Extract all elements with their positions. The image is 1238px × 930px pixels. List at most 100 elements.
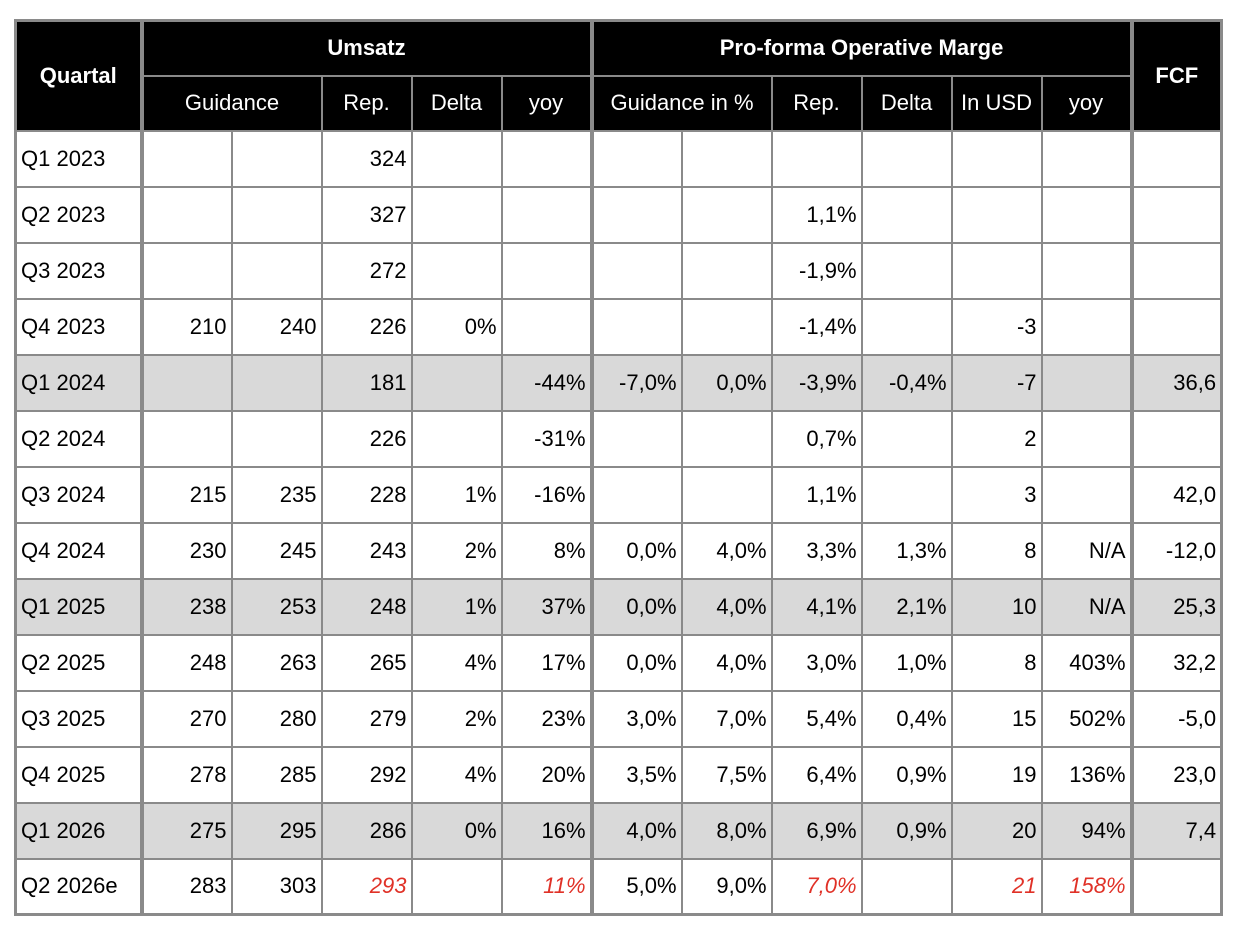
value-cell [410,241,503,300]
value-cell: 7,0% [770,857,863,916]
value-cell: 9,0% [680,857,773,916]
value-cell: 0,9% [860,745,953,804]
value-cell: 4% [410,745,503,804]
value-cell: 263 [230,633,323,692]
data-table: Quartal Umsatz Pro-forma Operative Marge… [14,19,1224,916]
value-cell: 2% [410,521,503,580]
value-cell: 3,5% [590,745,683,804]
value-cell: 158% [1040,857,1134,916]
value-cell [680,465,773,524]
value-cell [1040,185,1134,244]
value-cell: -5,0 [1130,689,1223,748]
value-cell [860,129,953,188]
value-cell [410,185,503,244]
value-cell: 2 [950,409,1043,468]
value-cell [140,185,233,244]
value-cell: 1% [410,577,503,636]
value-cell: 1% [410,465,503,524]
value-cell: 248 [320,577,413,636]
value-cell: 4% [410,633,503,692]
quarter-cell: Q4 2023 [14,297,144,356]
value-cell: -7 [950,353,1043,412]
quarter-cell: Q1 2026 [14,801,144,860]
value-cell: 8 [950,633,1043,692]
value-cell [1040,353,1134,412]
value-cell: 240 [230,297,323,356]
value-cell: 324 [320,129,413,188]
value-cell: 272 [320,241,413,300]
value-cell [1130,857,1223,916]
value-cell: 3,0% [770,633,863,692]
value-cell [680,241,773,300]
table-row: Q3 2023 272 -1,9% [14,241,1223,300]
value-cell: 20% [500,745,594,804]
value-cell: 10 [950,577,1043,636]
value-cell: 283 [140,857,233,916]
value-cell: 7,4 [1130,801,1223,860]
value-cell [140,129,233,188]
subheader-cell: Guidance in % [590,74,773,132]
value-cell: 4,0% [680,521,773,580]
value-cell: 228 [320,465,413,524]
value-cell: -31% [500,409,594,468]
table-row: Q1 2023 324 [14,129,1223,188]
value-cell: 3,0% [590,689,683,748]
value-cell [860,465,953,524]
value-cell: 4,0% [590,801,683,860]
table-row: Q1 2024 181 -44% -7,0% 0,0% -3,9% -0,4% -7 36,6 [14,353,1223,412]
value-cell: 1,3% [860,521,953,580]
value-cell: 3 [950,465,1043,524]
value-cell: 8,0% [680,801,773,860]
value-cell: -1,9% [770,241,863,300]
value-cell: 5,0% [590,857,683,916]
value-cell: 226 [320,297,413,356]
value-cell [950,241,1043,300]
quarter-cell: Q1 2024 [14,353,144,412]
value-cell: 4,0% [680,633,773,692]
value-cell: -3,9% [770,353,863,412]
value-cell [860,409,953,468]
value-cell: 94% [1040,801,1134,860]
quarter-cell: Q3 2023 [14,241,144,300]
value-cell: 19 [950,745,1043,804]
value-cell: 286 [320,801,413,860]
quarter-cell: Q2 2025 [14,633,144,692]
value-cell [860,241,953,300]
value-cell: 210 [140,297,233,356]
value-cell [1130,185,1223,244]
value-cell [590,185,683,244]
value-cell [140,241,233,300]
table-row: Q4 2024 230 245 243 2% 8% 0,0% 4,0% 3,3% 1,3% 8 N/A… [14,521,1223,580]
table-row: Q1 2026 275 295 286 0% 16% 4,0% 8,0% 6,9% 0,9% 20 9… [14,801,1223,860]
value-cell: -0,4% [860,353,953,412]
value-cell: 327 [320,185,413,244]
value-cell: 0,9% [860,801,953,860]
value-cell [590,129,683,188]
value-cell: 37% [500,577,594,636]
subheader-cell: Guidance [140,74,323,132]
value-cell: 280 [230,689,323,748]
value-cell: 5,4% [770,689,863,748]
value-cell: 4,0% [680,577,773,636]
value-cell [1130,409,1223,468]
value-cell [860,297,953,356]
quarter-cell: Q2 2023 [14,185,144,244]
value-cell [590,297,683,356]
subheader-cell: Rep. [320,74,413,132]
value-cell [1040,129,1134,188]
value-cell: 0,0% [680,353,773,412]
value-cell: 285 [230,745,323,804]
value-cell: 1,0% [860,633,953,692]
subheader-cell: Delta [860,74,953,132]
value-cell: 243 [320,521,413,580]
value-cell: 295 [230,801,323,860]
value-cell: 181 [320,353,413,412]
value-cell [1040,297,1134,356]
value-cell: 253 [230,577,323,636]
value-cell: 245 [230,521,323,580]
value-cell [230,185,323,244]
subheader-cell: In USD [950,74,1043,132]
value-cell: 2,1% [860,577,953,636]
value-cell: 6,9% [770,801,863,860]
